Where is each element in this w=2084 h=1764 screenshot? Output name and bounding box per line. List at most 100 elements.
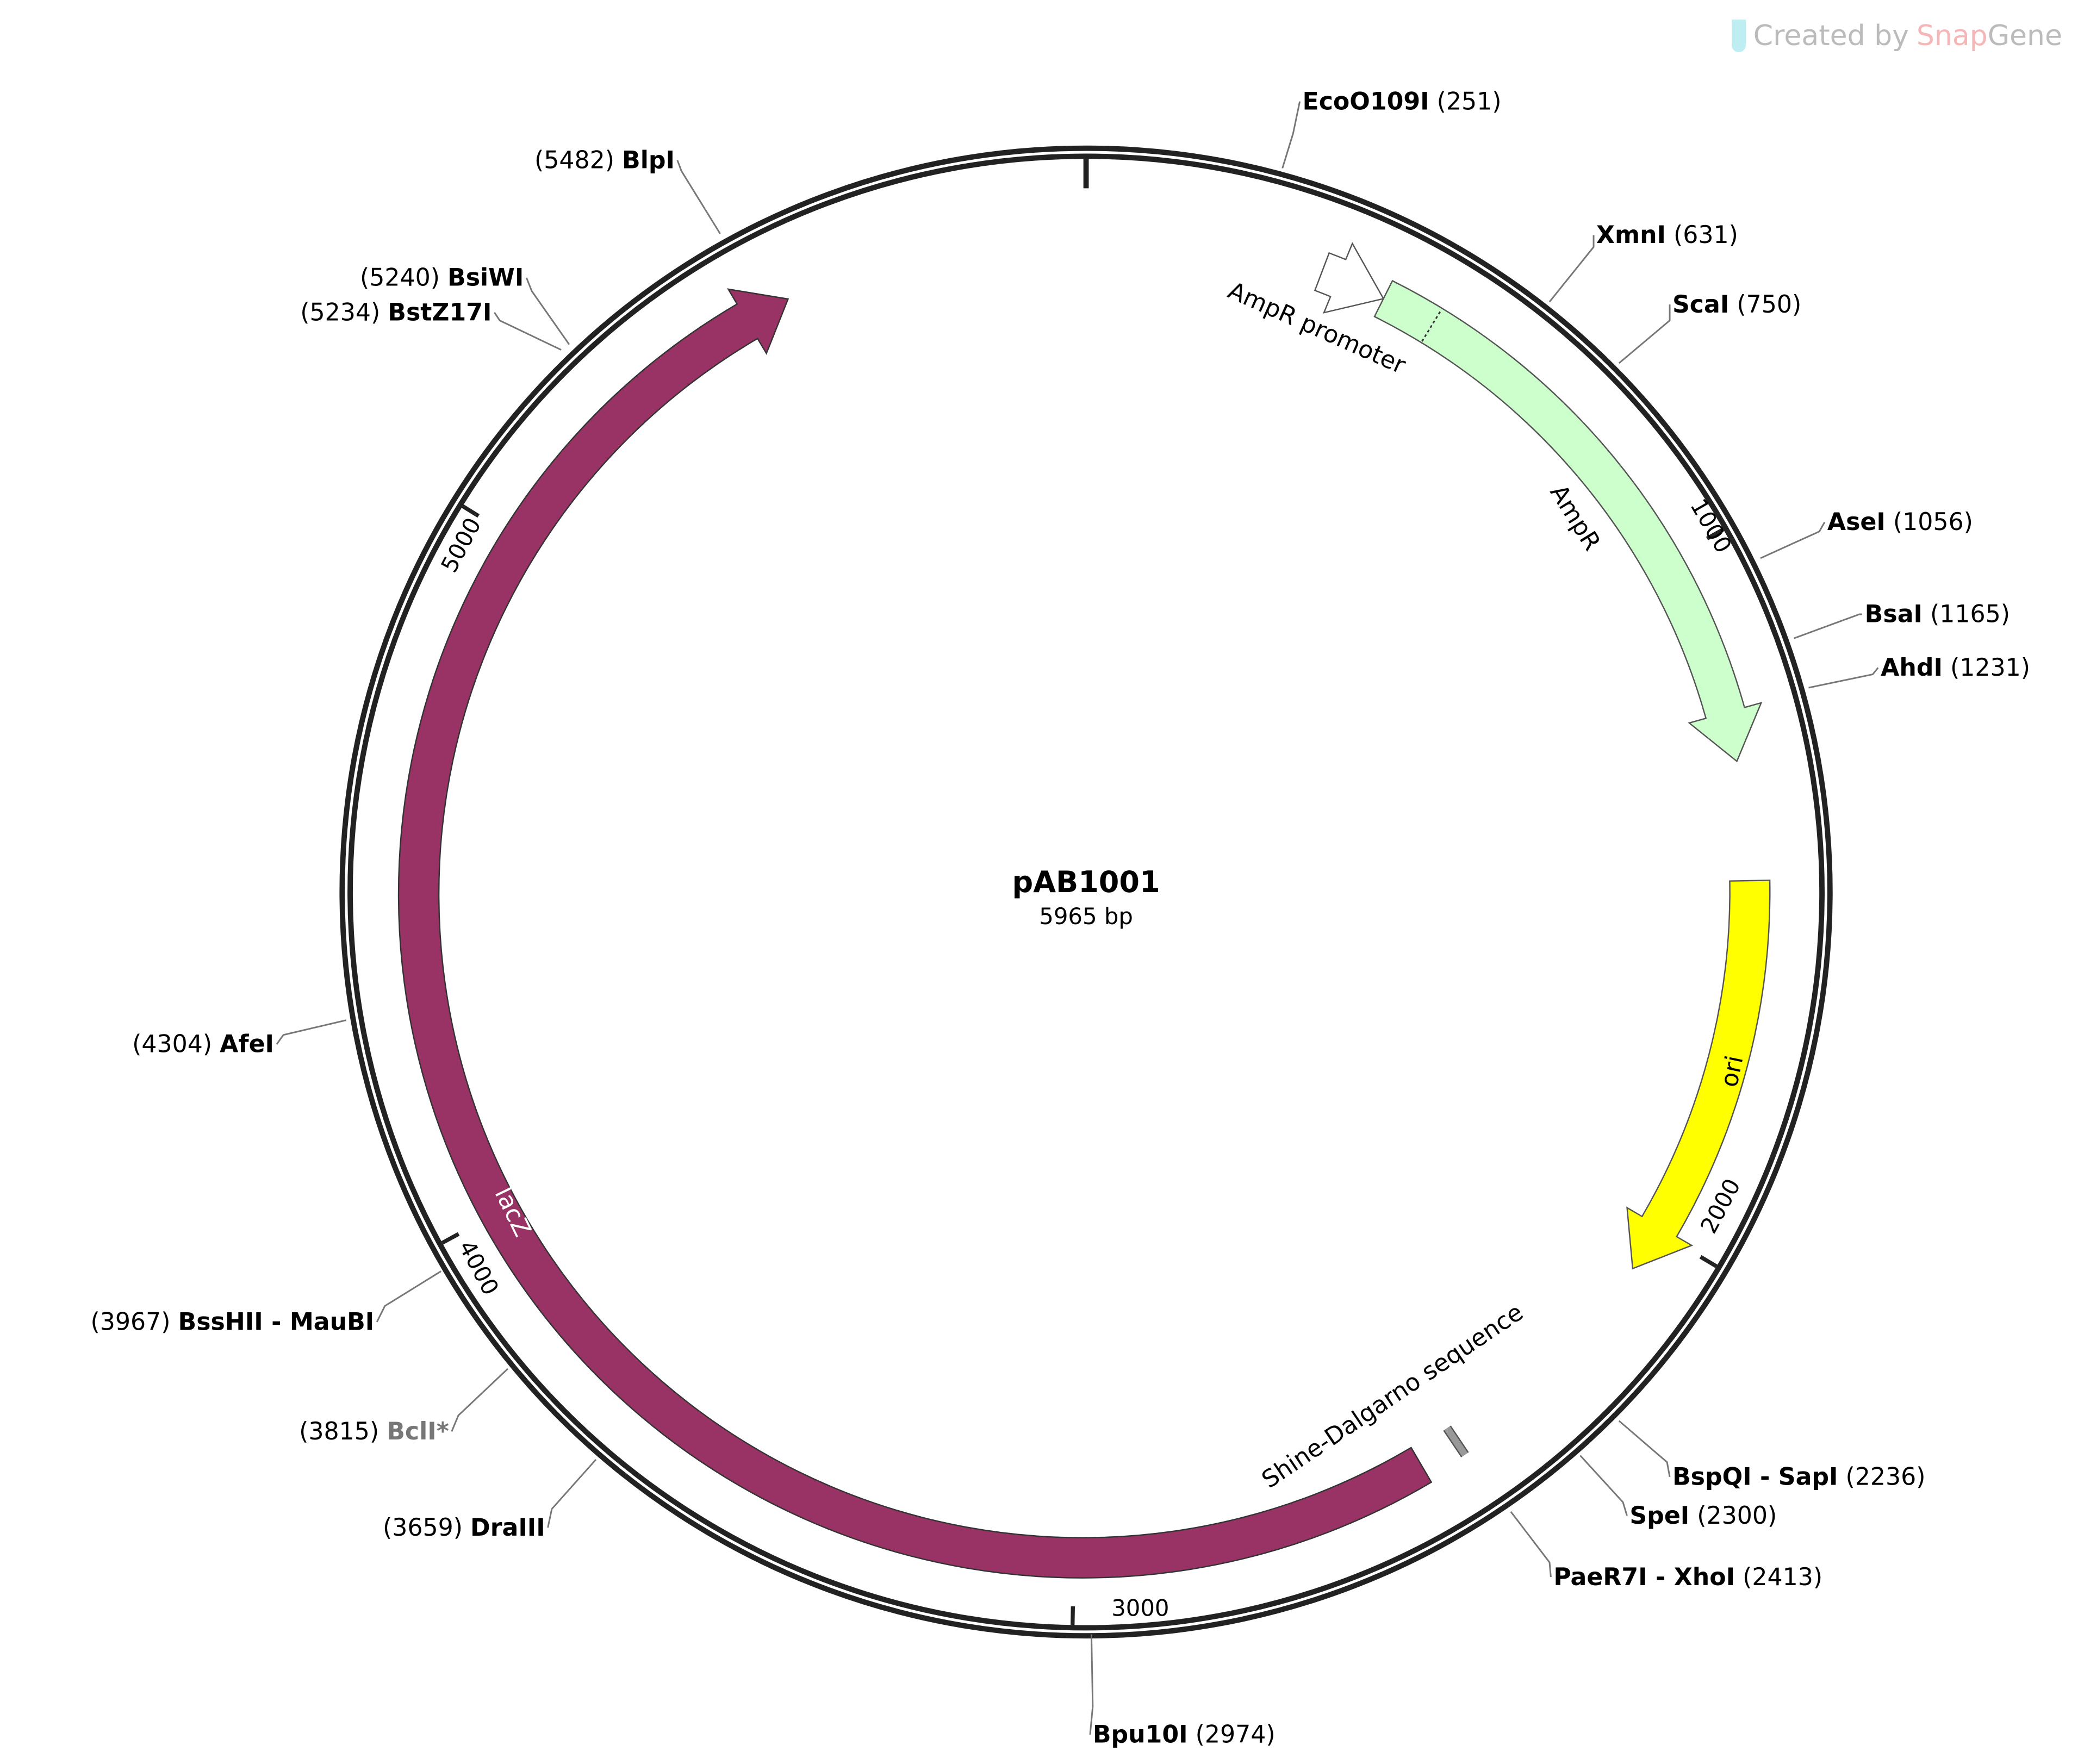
enzyme-site-ecoo109i[interactable]: EcoO109I (251) [1281, 88, 1502, 169]
enzyme-position: (3967) [90, 1308, 178, 1336]
enzyme-label[interactable]: (3815) BclI* [299, 1418, 449, 1445]
enzyme-label[interactable]: Bpu10I (2974) [1093, 1721, 1276, 1749]
enzyme-site-asei[interactable]: AseI (1056) [1760, 508, 1973, 559]
enzyme-name: BsaI [1865, 601, 1923, 628]
enzyme-site-xmni[interactable]: XmnI (631) [1548, 221, 1738, 303]
enzyme-position: (1165) [1923, 601, 2010, 628]
enzyme-position: (5482) [534, 147, 622, 174]
snapgene-logo-icon [1731, 20, 1746, 52]
enzyme-position: (2413) [1735, 1563, 1822, 1591]
enzyme-position: (251) [1429, 88, 1502, 115]
enzyme-name: Bpu10I [1093, 1721, 1188, 1749]
enzyme-leader-line [494, 311, 562, 351]
enzyme-label[interactable]: BspQI - SapI (2236) [1672, 1463, 1926, 1491]
enzyme-position: (5240) [360, 264, 447, 292]
enzyme-site-bstz17i[interactable]: (5234) BstZ17I [300, 299, 562, 351]
enzyme-leader-line [1618, 1420, 1671, 1478]
ampr-segment-divider [1421, 309, 1442, 342]
feature-ampr-promoter[interactable] [1314, 242, 1385, 314]
enzyme-name: AseI [1827, 508, 1886, 536]
enzyme-label[interactable]: (3967) BssHII - MauBI [90, 1308, 374, 1336]
tick-mark [461, 504, 480, 518]
tick-mark [441, 1232, 460, 1245]
enzyme-name: BclI* [387, 1418, 449, 1445]
enzyme-site-ahdi[interactable]: AhdI (1231) [1808, 654, 2030, 689]
enzyme-site-bsshii-maubi[interactable]: (3967) BssHII - MauBI [90, 1270, 441, 1336]
enzyme-label[interactable]: PaeR7I - XhoI (2413) [1553, 1563, 1822, 1591]
enzyme-name: PaeR7I - XhoI [1553, 1563, 1735, 1591]
enzyme-leader-line [547, 1458, 597, 1528]
enzyme-leader-line [276, 1019, 347, 1045]
enzyme-name: BlpI [622, 147, 675, 174]
features-layer [399, 242, 1771, 1578]
enzyme-label[interactable]: ScaI (750) [1672, 291, 1801, 319]
tick-mark [1706, 527, 1725, 541]
enzyme-label[interactable]: (5240) BsiWI [360, 264, 524, 292]
enzyme-label[interactable]: BsaI (1165) [1865, 601, 2010, 628]
enzyme-leader-line [1579, 1455, 1628, 1516]
enzyme-site-bsai[interactable]: BsaI (1165) [1793, 601, 2010, 639]
tick-label: 1000 [1685, 494, 1737, 558]
enzyme-leader-line [451, 1368, 508, 1432]
enzyme-site-paer7i-xhoi[interactable]: PaeR7I - XhoI (2413) [1510, 1511, 1822, 1591]
enzyme-position: (1231) [1943, 654, 2030, 682]
enzyme-leader-line [525, 277, 570, 345]
enzyme-label[interactable]: EcoO109I (251) [1303, 88, 1502, 115]
enzyme-position: (5234) [300, 299, 388, 327]
enzyme-name: BstZ17I [388, 299, 492, 327]
enzyme-name: XmnI [1596, 221, 1666, 249]
snapgene-watermark: Created by SnapGene [1731, 20, 2062, 52]
enzyme-name: ScaI [1672, 291, 1729, 319]
enzyme-label[interactable]: (5482) BlpI [534, 147, 675, 174]
enzyme-leader-line [376, 1270, 441, 1323]
feature-lacz[interactable] [399, 289, 1432, 1578]
feature-ori[interactable] [1626, 880, 1771, 1270]
enzyme-site-spei[interactable]: SpeI (2300) [1579, 1455, 1777, 1530]
enzyme-label[interactable]: (4304) AfeI [132, 1031, 274, 1058]
enzyme-position: (2236) [1838, 1463, 1926, 1491]
enzyme-leader-line [1281, 101, 1301, 169]
enzyme-site-scai[interactable]: ScaI (750) [1618, 291, 1802, 364]
enzyme-leader-line [1793, 613, 1862, 639]
enzyme-name: SpeI [1629, 1502, 1689, 1530]
enzyme-position: (3659) [383, 1514, 470, 1542]
enzyme-site-draiii[interactable]: (3659) DraIII [383, 1458, 597, 1542]
feature-label-ampr-promoter: AmpR promoter [1224, 277, 1410, 380]
enzyme-label[interactable]: AseI (1056) [1827, 508, 1973, 536]
enzyme-leader-line [1089, 1634, 1094, 1735]
enzyme-leader-line [676, 160, 721, 234]
enzyme-label[interactable]: XmnI (631) [1596, 221, 1738, 249]
enzyme-label[interactable]: (5234) BstZ17I [300, 299, 492, 327]
enzyme-leader-line [1618, 304, 1671, 364]
enzyme-site-bsiwi[interactable]: (5240) BsiWI [360, 264, 570, 345]
feature-ampr[interactable] [1373, 279, 1763, 763]
enzyme-site-bcli-[interactable]: (3815) BclI* [299, 1368, 508, 1445]
enzyme-position: (4304) [132, 1031, 220, 1058]
backbone-outer-strand [339, 145, 1833, 1639]
backbone-inner-strand [347, 153, 1825, 1631]
enzyme-name: DraIII [470, 1514, 545, 1542]
enzyme-name: AfeI [220, 1031, 274, 1058]
enzymes-layer: EcoO109I (251) XmnI (631) ScaI (750) AseI (… [90, 88, 2030, 1748]
enzyme-label[interactable]: AhdI (1231) [1881, 654, 2030, 682]
enzyme-label[interactable]: (3659) DraIII [383, 1514, 545, 1542]
enzyme-position: (750) [1729, 291, 1801, 319]
enzyme-name: BsiWI [447, 264, 524, 292]
enzyme-site-bspqi-sapi[interactable]: BspQI - SapI (2236) [1618, 1420, 1926, 1491]
feature-shine-dalgarno-fill [1444, 1426, 1468, 1457]
plasmid-length: 5965 bp [1039, 903, 1133, 930]
enzyme-leader-line [1808, 667, 1879, 689]
enzyme-site-bpu10i[interactable]: Bpu10I (2974) [1089, 1634, 1276, 1749]
tick-mark [1699, 1255, 1718, 1268]
enzyme-label[interactable]: SpeI (2300) [1629, 1502, 1777, 1530]
enzyme-site-blpi[interactable]: (5482) BlpI [534, 147, 721, 234]
tick-label: 3000 [1111, 1594, 1169, 1621]
enzyme-leader-line [1510, 1511, 1552, 1578]
watermark-prefix: Created by [1753, 20, 1909, 52]
watermark-brand-b: Gene [1987, 20, 2062, 52]
enzyme-position: (2300) [1689, 1502, 1777, 1530]
enzyme-position: (3815) [299, 1418, 387, 1445]
enzyme-site-afei[interactable]: (4304) AfeI [132, 1019, 347, 1058]
